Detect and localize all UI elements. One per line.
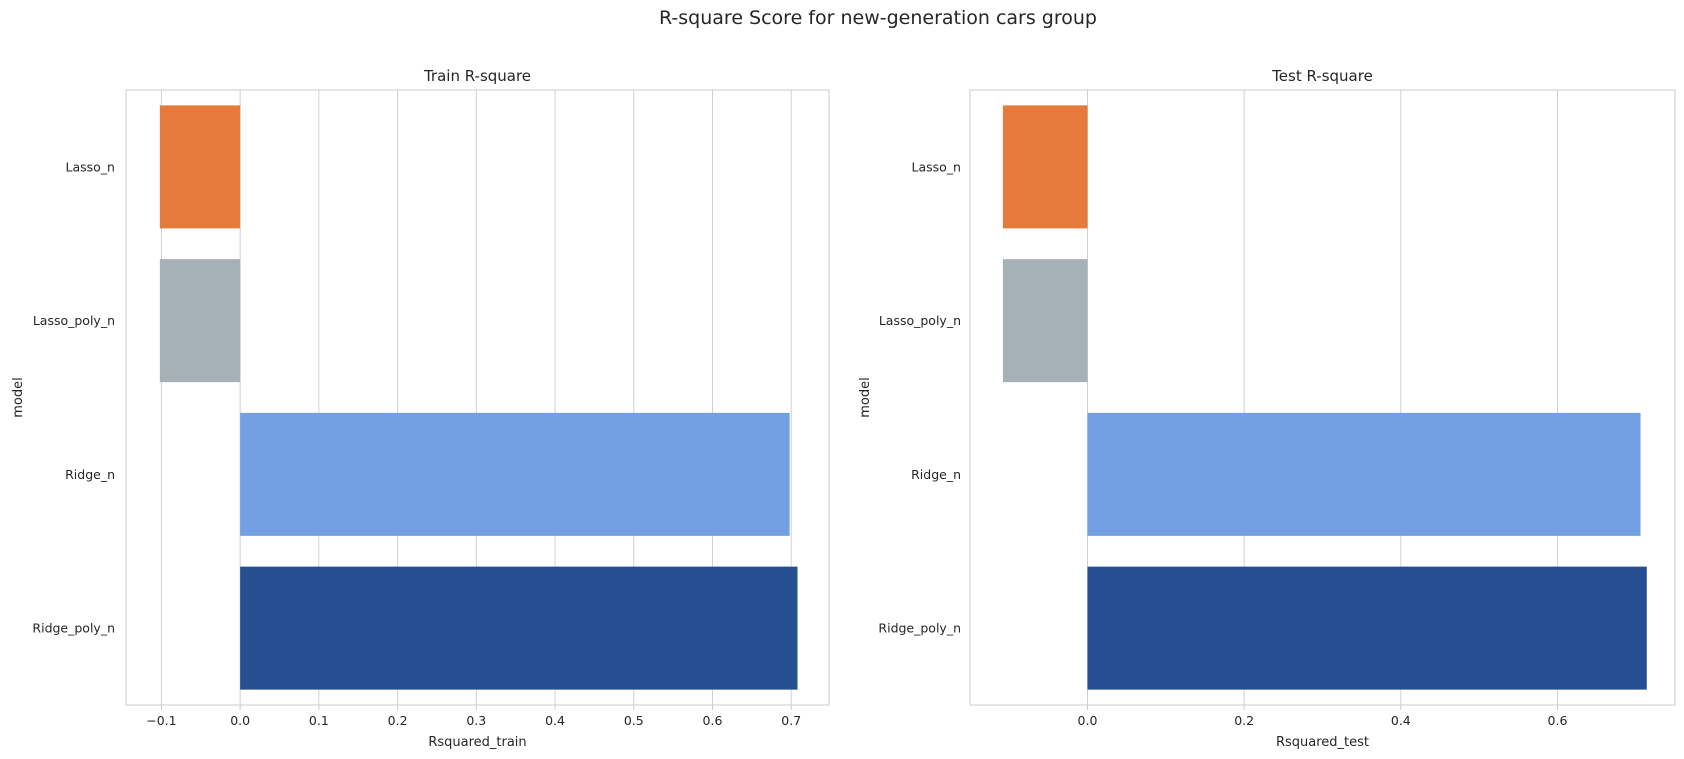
- train-category-label: Lasso_poly_n: [33, 313, 115, 328]
- train-bar-ridge-n: [240, 412, 790, 536]
- test-y-axis-label: model: [858, 377, 873, 417]
- test-bar-ridge-poly-n: [1087, 566, 1647, 690]
- train-x-axis-label: Rsquared_train: [428, 735, 526, 750]
- train-bar-lasso-n: [159, 105, 241, 229]
- train-category-label: Lasso_n: [66, 159, 115, 174]
- test-chart-panel: 0.0 0.2 0.4 0.6 Lasso_n Lasso_poly_n Ridge_n Ri…: [858, 67, 1676, 750]
- train-xtick-label: 0.3: [466, 713, 486, 728]
- test-xtick-label: 0.0: [1078, 713, 1098, 728]
- test-xtick-label: 0.4: [1391, 713, 1411, 728]
- train-y-axis-label: model: [11, 377, 26, 417]
- train-category-label: Ridge_n: [65, 467, 115, 482]
- test-category-label: Ridge_n: [911, 467, 961, 482]
- train-xtick-label: 0.5: [624, 713, 644, 728]
- train-xtick-label: 0.4: [545, 713, 565, 728]
- train-bar-lasso-poly-n: [159, 259, 241, 383]
- test-bar-lasso-n: [1002, 105, 1088, 229]
- train-bar-ridge-poly-n: [240, 566, 798, 690]
- train-xtick-label: 0.1: [309, 713, 329, 728]
- train-xtick-label: −0.1: [146, 713, 176, 728]
- train-xtick-label: 0.6: [703, 713, 723, 728]
- train-chart-title: Train R-square: [423, 67, 531, 85]
- test-x-axis-label: Rsquared_test: [1276, 735, 1369, 750]
- test-xtick-label: 0.2: [1234, 713, 1254, 728]
- train-xtick-label: 0.2: [388, 713, 408, 728]
- test-bar-lasso-poly-n: [1002, 259, 1088, 383]
- test-xtick-label: 0.6: [1548, 713, 1568, 728]
- test-bar-ridge-n: [1087, 412, 1641, 536]
- test-chart-title: Test R-square: [1271, 67, 1373, 85]
- figure-suptitle: R-square Score for new-generation cars g…: [659, 7, 1097, 29]
- train-category-label: Ridge_poly_n: [32, 621, 115, 636]
- test-category-label: Ridge_poly_n: [878, 621, 961, 636]
- train-xtick-label: 0.7: [781, 713, 801, 728]
- train-chart-panel: −0.1 0.0 0.1 0.2 0.3 0.4 0.5 0.6 0.7 Lasso_n Lasso…: [11, 67, 830, 750]
- test-category-label: Lasso_n: [912, 159, 961, 174]
- test-category-label: Lasso_poly_n: [879, 313, 961, 328]
- train-xtick-label: 0.0: [230, 713, 250, 728]
- test-axes-frame: [969, 89, 1676, 706]
- train-axes-frame: [125, 89, 830, 706]
